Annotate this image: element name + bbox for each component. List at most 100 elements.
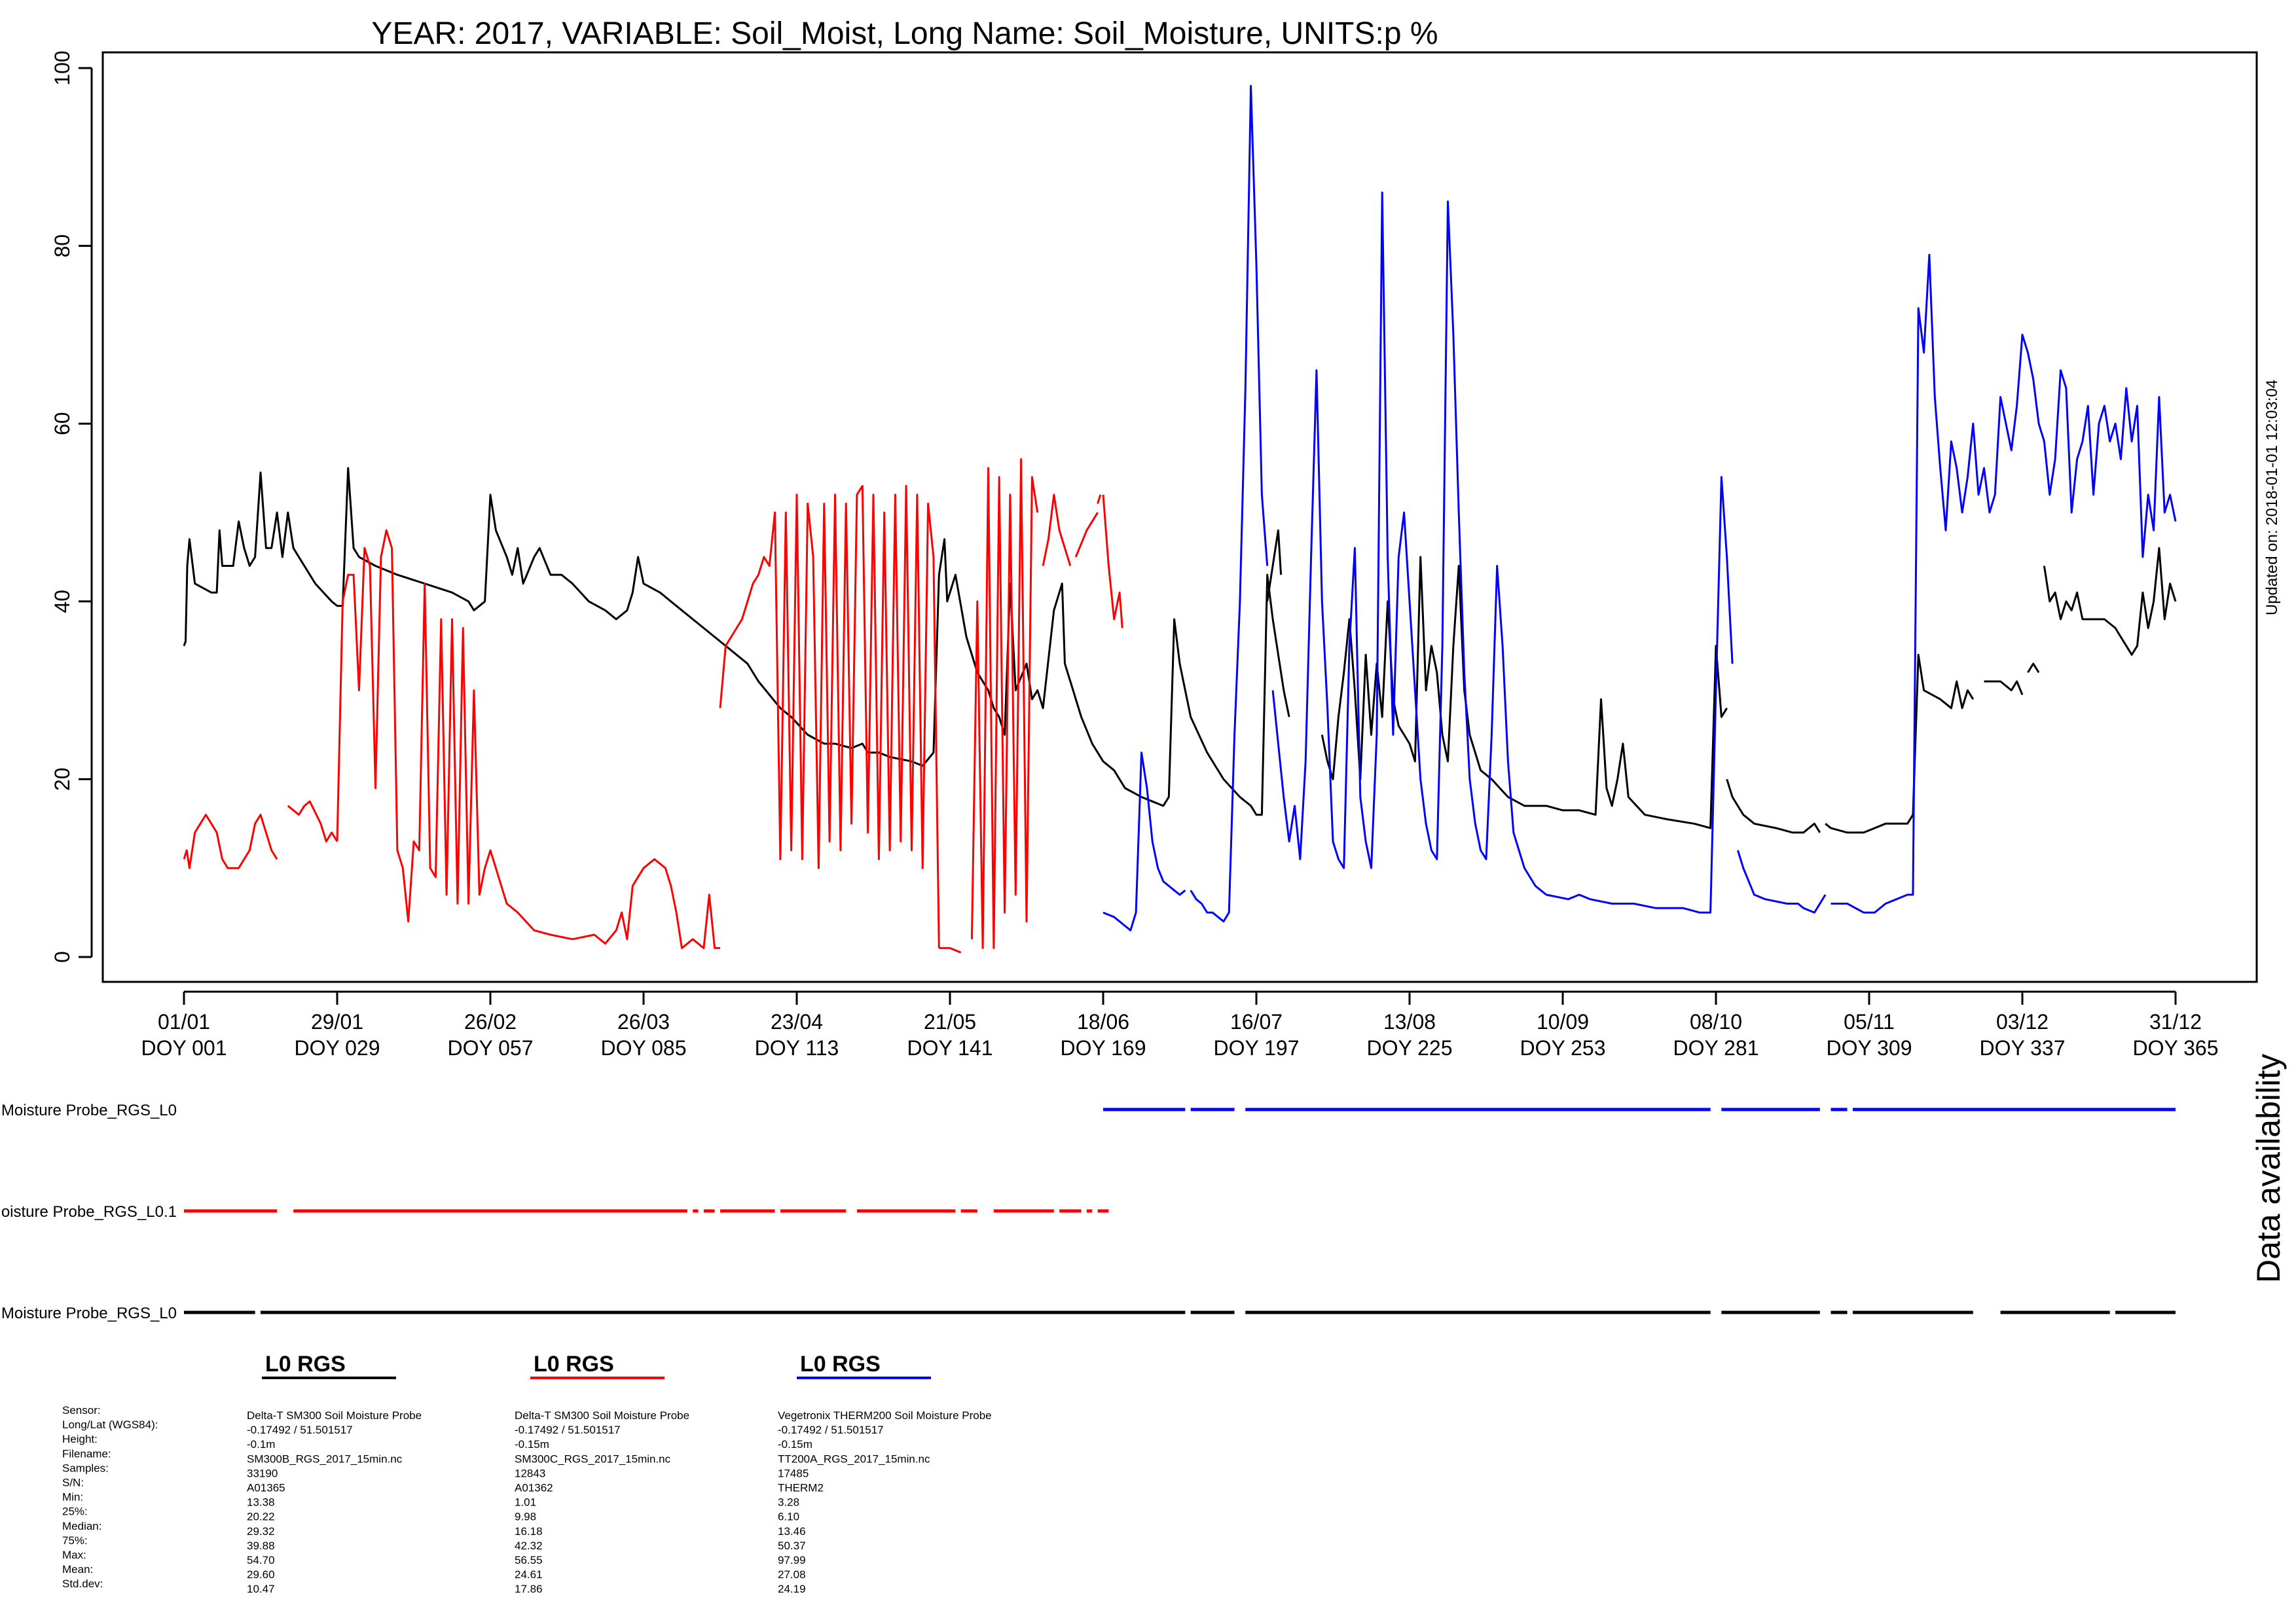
stats-label: Median: <box>62 1520 101 1532</box>
stats-label: 25%: <box>62 1506 88 1518</box>
x-tick-doy-label: DOY 169 <box>1060 1036 1146 1060</box>
series-2-segment <box>1097 494 1102 504</box>
data-availability-panel: Vegetronix THERM200 Soil Moisture Probe_… <box>0 1102 2176 1322</box>
stats-value: 17.86 <box>515 1583 543 1595</box>
availability-row-label: Delta-T SM300 Soil Moisture Probe_RGS_L0… <box>0 1203 177 1221</box>
y-tick-label: 0 <box>50 951 74 963</box>
series-2-segment <box>1102 494 1123 628</box>
stats-value: -0.15m <box>778 1438 812 1451</box>
stats-value: 12843 <box>515 1467 545 1479</box>
x-tick-date-label: 23/04 <box>771 1010 823 1034</box>
legend-title: L0 RGS <box>800 1352 881 1377</box>
series-1-segment <box>1321 556 1728 829</box>
stats-value: -0.17492 / 51.501517 <box>778 1424 884 1436</box>
series-1-segment <box>1912 653 1975 815</box>
series-3-segment <box>1831 253 2177 914</box>
data-availability-label: Data availability <box>2250 1054 2287 1283</box>
stats-value: -0.1m <box>247 1438 275 1451</box>
x-tick-date-label: 31/12 <box>2149 1010 2202 1034</box>
x-tick-doy-label: DOY 113 <box>755 1036 839 1060</box>
y-tick-label: 60 <box>50 412 74 435</box>
y-axis: 0 20 40 60 80 100 <box>50 50 93 963</box>
x-tick-doy-label: DOY 085 <box>600 1036 686 1060</box>
stats-label: 75%: <box>62 1534 88 1547</box>
x-tick-doy-label: DOY 309 <box>1826 1036 1912 1060</box>
x-tick-date-label: 03/12 <box>1996 1010 2049 1034</box>
series-3-segment <box>1190 84 1269 923</box>
series-1-segment <box>183 467 1290 816</box>
x-tick-doy-label: DOY 197 <box>1213 1036 1299 1060</box>
stats-value: 56.55 <box>515 1554 543 1566</box>
availability-row-label: Vegetronix THERM200 Soil Moisture Probe_… <box>0 1102 177 1119</box>
stats-value: THERM2 <box>778 1482 824 1494</box>
stats-value: -0.17492 / 51.501517 <box>515 1424 621 1436</box>
x-tick-doy-label: DOY 029 <box>294 1036 380 1060</box>
legend-title: L0 RGS <box>534 1352 614 1377</box>
series-2-segment <box>719 484 940 948</box>
stats-value: SM300C_RGS_2017_15min.nc <box>515 1453 671 1465</box>
stats-value: 17485 <box>778 1467 809 1479</box>
stats-value: SM300B_RGS_2017_15min.nc <box>247 1453 403 1465</box>
y-tick-label: 20 <box>50 768 74 791</box>
stats-value: 6.10 <box>778 1511 799 1523</box>
x-tick-date-label: 29/01 <box>311 1010 363 1034</box>
x-tick-date-label: 18/06 <box>1077 1010 1129 1034</box>
stats-value: -0.15m <box>515 1438 549 1451</box>
stats-label: Filename: <box>62 1447 111 1460</box>
plot-frame <box>101 51 2258 983</box>
series-1-segment <box>1266 529 1283 602</box>
availability-row-label: Delta-T SM300 Soil Moisture Probe_RGS_L0 <box>0 1305 177 1322</box>
series-3-segment <box>1736 850 1827 914</box>
stats-label: Sensor: <box>62 1404 101 1416</box>
x-tick-date-label: 05/11 <box>1844 1010 1895 1034</box>
stats-table: Sensor: Long/Lat (WGS84): Height: Filename:… <box>62 1404 992 1595</box>
x-tick-date-label: 01/01 <box>158 1010 210 1034</box>
x-tick-date-label: 10/09 <box>1537 1010 1589 1034</box>
stats-value: 39.88 <box>247 1540 275 1552</box>
stats-value: 20.22 <box>247 1511 275 1523</box>
series-3-segment <box>1102 751 1186 931</box>
stats-value: A01362 <box>515 1482 553 1494</box>
stats-value: 3.28 <box>778 1496 799 1509</box>
stats-value: 29.32 <box>247 1525 275 1538</box>
series-2-segment <box>970 458 1039 949</box>
stats-value: 13.38 <box>247 1496 275 1509</box>
x-tick-doy-label: DOY 365 <box>2132 1036 2218 1060</box>
updated-note: Updated on: 2018-01-01 12:03:04 <box>2263 380 2281 615</box>
stats-value: 29.60 <box>247 1568 275 1581</box>
stats-value: 42.32 <box>515 1540 543 1552</box>
stats-label: Max: <box>62 1549 86 1561</box>
series-3-segment <box>1271 191 1734 914</box>
x-tick-date-label: 08/10 <box>1690 1010 1742 1034</box>
stats-label: Min: <box>62 1491 83 1504</box>
stats-value: 27.08 <box>778 1568 806 1581</box>
x-tick-doy-label: DOY 057 <box>447 1036 533 1060</box>
stats-label: S/N: <box>62 1477 84 1489</box>
stats-value: Delta-T SM300 Soil Moisture Probe <box>515 1409 689 1422</box>
series-2-segment <box>1042 494 1072 566</box>
x-tick-doy-label: DOY 141 <box>907 1036 993 1060</box>
stats-value: 9.98 <box>515 1511 536 1523</box>
x-tick-doy-label: DOY 337 <box>1979 1036 2065 1060</box>
stats-value: 54.70 <box>247 1554 275 1566</box>
series-2-segment <box>1074 512 1099 558</box>
x-tick-date-label: 21/05 <box>924 1010 976 1034</box>
stats-label: Height: <box>62 1433 98 1445</box>
stats-value: 1.01 <box>515 1496 536 1509</box>
stats-value: 10.47 <box>247 1583 275 1595</box>
y-tick-label: 80 <box>50 234 74 258</box>
stats-value: Vegetronix THERM200 Soil Moisture Probe <box>778 1409 992 1422</box>
y-tick-label: 40 <box>50 590 74 613</box>
stats-value: 97.99 <box>778 1554 806 1566</box>
stats-value: 13.46 <box>778 1525 806 1538</box>
x-tick-doy-label: DOY 001 <box>141 1036 227 1060</box>
x-tick-doy-label: DOY 225 <box>1366 1036 1452 1060</box>
series-1-segment <box>1825 814 1914 834</box>
series-1-segment <box>2043 547 2177 656</box>
series-layer <box>183 84 2177 954</box>
stats-label: Samples: <box>62 1462 109 1474</box>
legend: L0 RGS L0 RGS L0 RGS <box>262 1352 931 1379</box>
x-tick-date-label: 16/07 <box>1230 1010 1283 1034</box>
